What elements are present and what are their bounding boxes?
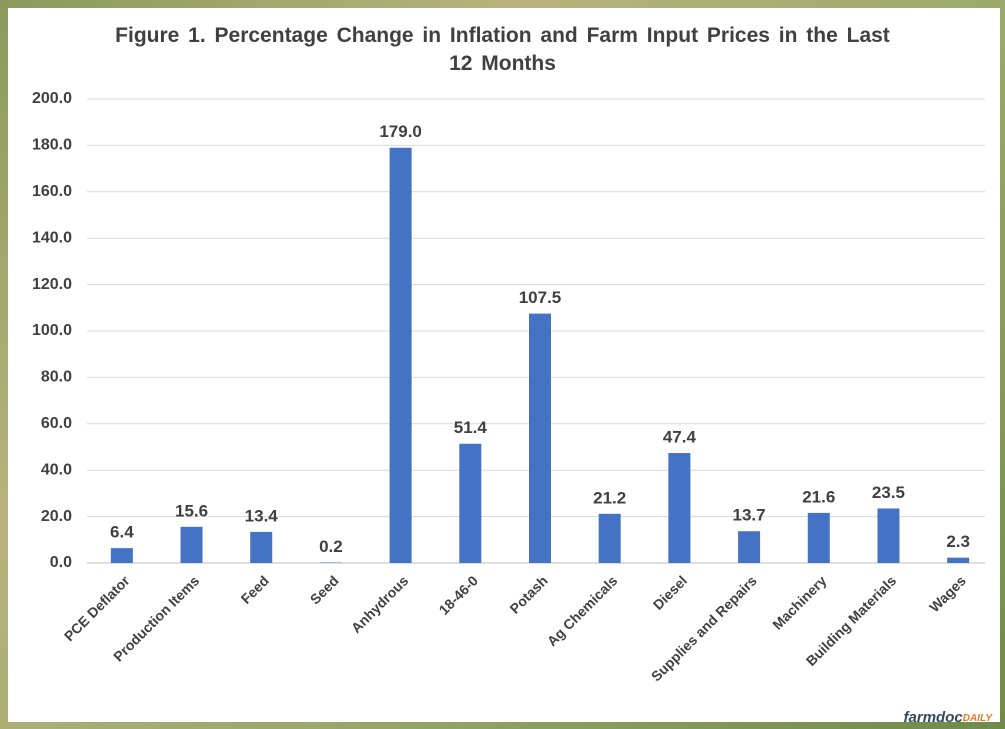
value-label: 6.4 (110, 523, 134, 542)
value-label: 0.2 (319, 537, 343, 556)
y-tick-label: 20.0 (41, 508, 72, 525)
x-tick-label: Potash (506, 572, 550, 616)
value-label: 107.5 (519, 288, 562, 307)
y-tick-label: 140.0 (32, 229, 72, 246)
y-tick-label: 100.0 (32, 322, 72, 339)
value-label: 13.4 (245, 506, 279, 525)
y-tick-label: 200.0 (32, 90, 72, 107)
x-tick-label: 18-46-0 (436, 572, 482, 618)
y-tick-label: 60.0 (41, 415, 72, 432)
logo-main: farmdoc (904, 709, 964, 726)
x-tick-label: Seed (307, 572, 342, 607)
value-label: 13.7 (733, 506, 766, 525)
logo: farmdocDAILY (904, 709, 994, 726)
value-label: 15.6 (175, 501, 208, 520)
bar (668, 453, 691, 563)
x-tick-label: PCE Deflator (61, 572, 133, 644)
logo-accent: DAILY (963, 713, 994, 724)
bar (180, 526, 203, 563)
x-tick-label: Wages (926, 572, 969, 615)
title-box: Figure 1. Percentage Change in Inflation… (0, 22, 1005, 78)
x-tick-label: Ag Chemicals (544, 572, 621, 649)
bar (947, 557, 970, 563)
value-label: 179.0 (379, 122, 422, 141)
bar (459, 443, 482, 563)
x-tick-label: Diesel (650, 572, 690, 612)
bar (738, 531, 761, 563)
bar (389, 147, 412, 563)
x-tick-label: Anhydrous (348, 572, 412, 636)
chart-title: Figure 1. Percentage Change in Inflation… (115, 24, 890, 75)
bar (529, 313, 551, 563)
value-label: 23.5 (872, 483, 905, 502)
y-tick-label: 160.0 (32, 183, 72, 200)
y-tick-label: 0.0 (50, 554, 72, 571)
bar (250, 531, 273, 563)
chart-panel (8, 8, 1000, 722)
bar (877, 508, 900, 563)
bar (598, 513, 621, 563)
value-label: 21.6 (802, 487, 835, 506)
value-label: 2.3 (946, 532, 970, 551)
y-tick-label: 80.0 (41, 369, 72, 386)
y-tick-label: 120.0 (32, 276, 72, 293)
x-tick-label: Feed (238, 572, 272, 606)
bar (807, 512, 830, 563)
value-label: 51.4 (454, 418, 488, 437)
bar (110, 548, 133, 563)
y-tick-label: 40.0 (41, 461, 72, 478)
value-label: 47.4 (663, 428, 697, 447)
x-tick-label: Machinery (769, 572, 829, 632)
y-tick-label: 180.0 (32, 137, 72, 154)
value-label: 21.2 (593, 488, 626, 507)
